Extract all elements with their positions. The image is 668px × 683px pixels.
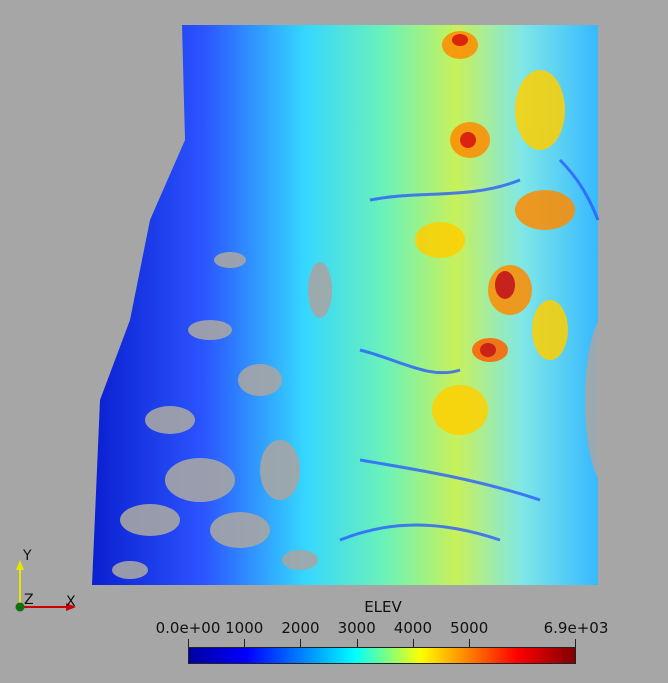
axis-x-label: X <box>66 594 76 610</box>
colorbar-tick <box>188 639 189 647</box>
colorbar-tick-label: 2000 <box>281 619 320 637</box>
colorbar-tick <box>244 639 246 647</box>
colorbar-tick-label: 1000 <box>225 619 264 637</box>
orientation-axes <box>15 560 76 612</box>
colorbar <box>188 647 576 664</box>
colorbar-tick-label: 4000 <box>393 619 433 637</box>
elevation-map <box>92 25 635 585</box>
axis-y-label: Y <box>23 548 32 564</box>
axis-z-label: Z <box>24 592 34 608</box>
colorbar-tick-label: 5000 <box>450 619 489 637</box>
colorbar-tick <box>356 639 358 647</box>
colorbar-tick-label: 3000 <box>337 619 376 637</box>
colorbar-tick-label: 0.0e+00 <box>155 619 221 637</box>
colorbar-tick <box>300 639 302 647</box>
colorbar-tick-label: 6.9e+03 <box>543 619 609 637</box>
colorbar-tick <box>469 639 471 647</box>
colorbar-title: ELEV <box>364 598 402 616</box>
colorbar-tick <box>412 639 414 647</box>
colorbar-tick <box>575 639 576 647</box>
